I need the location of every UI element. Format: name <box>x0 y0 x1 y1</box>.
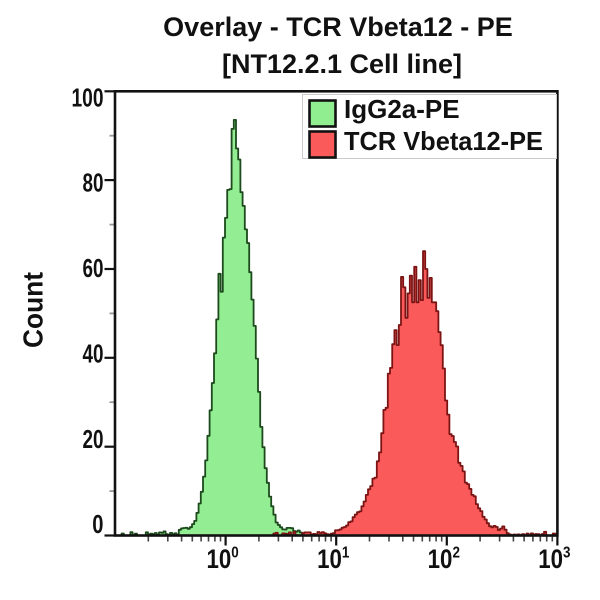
svg-text:[NT12.2.1 Cell line]: [NT12.2.1 Cell line] <box>222 49 462 79</box>
svg-text:100: 100 <box>72 85 104 113</box>
svg-text:40: 40 <box>83 340 104 368</box>
svg-text:0: 0 <box>92 511 103 539</box>
svg-text:IgG2a-PE: IgG2a-PE <box>344 94 460 124</box>
svg-text:Overlay - TCR Vbeta12 - PE: Overlay - TCR Vbeta12 - PE <box>163 12 513 42</box>
svg-text:Count: Count <box>18 272 49 348</box>
svg-text:60: 60 <box>83 255 104 283</box>
svg-text:80: 80 <box>83 170 104 198</box>
svg-text:TCR Vbeta12-PE: TCR Vbeta12-PE <box>344 126 543 156</box>
svg-text:101: 101 <box>317 545 349 575</box>
svg-text:20: 20 <box>83 426 104 454</box>
